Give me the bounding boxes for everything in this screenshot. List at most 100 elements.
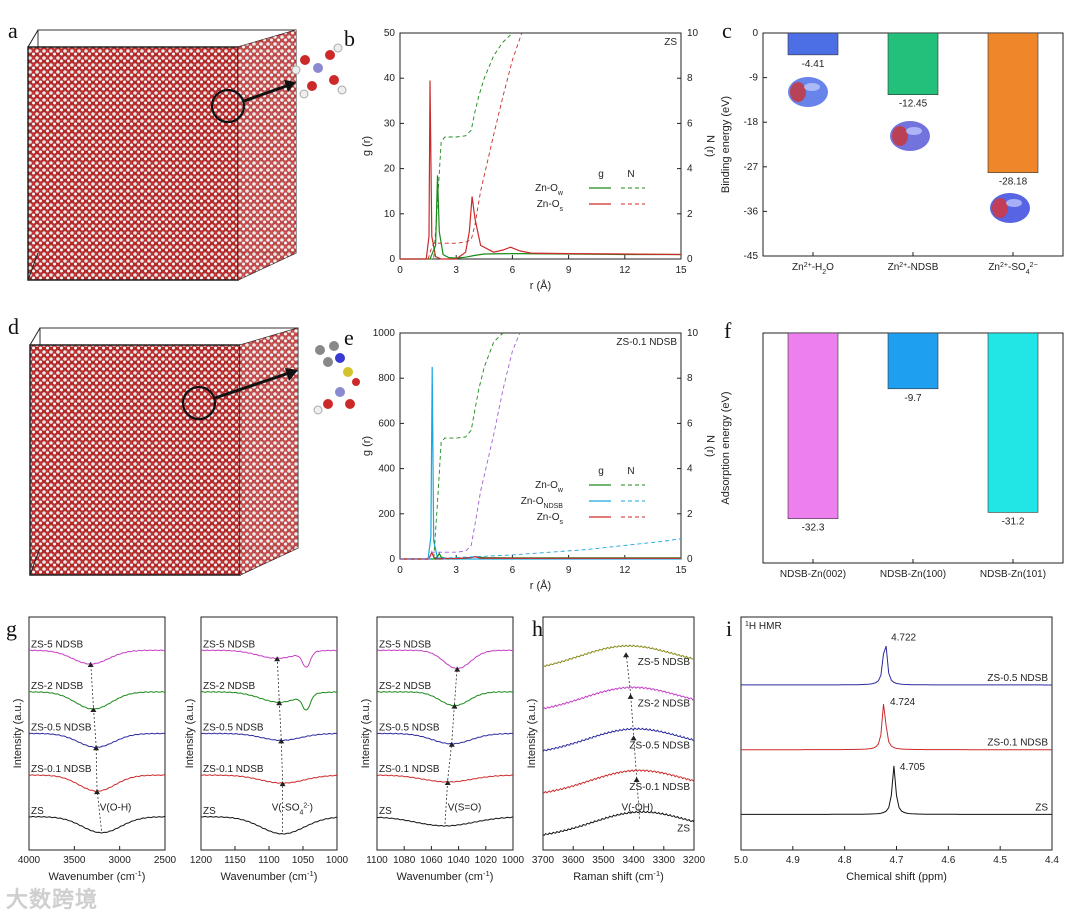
series-label: ZS <box>379 806 392 817</box>
series-label: ZS-0.5 NDSB <box>31 723 92 734</box>
x-tick-label: 4.6 <box>941 855 955 866</box>
x-tick-label: 1200 <box>190 855 213 866</box>
y-tick-label: 600 <box>378 418 395 429</box>
spectrum-line-3 <box>376 691 514 707</box>
peak-shift-arrow <box>94 789 100 795</box>
legend-label-part: s <box>559 519 563 526</box>
y-tick-label: 1000 <box>373 328 396 339</box>
x-tick-label: 1100 <box>258 855 280 866</box>
y-tick-label: 200 <box>378 509 395 520</box>
system-label: ZS-0.1 NDSB <box>616 337 677 348</box>
band-annotation: V(S=O) <box>448 802 482 813</box>
peak-shift-arrow <box>630 735 637 741</box>
panel-label-i: i <box>726 616 732 641</box>
peak-shift-arrow <box>448 741 455 747</box>
peak-shift-arrow <box>633 777 640 783</box>
series-label: ZS-0.1 NDSB <box>379 764 440 775</box>
x-tick-label: 1000 <box>326 855 349 866</box>
x-axis-label: Wavenumber (cm-1) <box>49 869 146 884</box>
spectrum-line-3 <box>542 686 695 710</box>
x-category-label: Zn2+-SO42− <box>988 262 1037 276</box>
series-label: ZS-0.1 NDSB <box>203 764 264 775</box>
series-label: ZS-5 NDSB <box>31 639 84 650</box>
band-annotation: V(-SO42-) <box>272 802 313 816</box>
series-label: ZS-2 NDSB <box>203 681 256 692</box>
bar-value-label: -28.18 <box>999 177 1028 188</box>
peak-shift-arrow <box>87 662 94 668</box>
x-category-label: NDSB-Zn(101) <box>980 569 1046 580</box>
esp-surface-1 <box>890 121 930 151</box>
plot-frame <box>399 332 682 560</box>
legend-head-g: g <box>598 169 604 180</box>
x-category-label-part: O <box>826 262 834 273</box>
y-axis-label: Intensity (a.u.) <box>360 699 372 769</box>
series-label: ZS-5 NDSB <box>203 639 256 650</box>
peak-shift-guide <box>90 661 102 831</box>
x-category-label-part: 2+ <box>899 262 907 269</box>
bar-value-label: -32.3 <box>802 523 825 534</box>
band-annotation-part: ) <box>310 802 313 813</box>
x-category-label-part: -SO <box>1008 262 1026 273</box>
bar-0 <box>787 332 839 520</box>
y2-tick-label: 0 <box>687 554 693 565</box>
legend-label-part: NDSB <box>544 503 564 510</box>
spectrum-line-2 <box>542 727 695 752</box>
x-axis-label: Chemical shift (ppm) <box>846 871 947 883</box>
y-tick-label: 50 <box>384 28 396 39</box>
x-axis-label-part: -1 <box>307 869 314 878</box>
legend-label-part: w <box>557 190 564 197</box>
peak-shift-arrow <box>276 700 283 706</box>
x-tick-label: 1100 <box>366 855 388 866</box>
x-category-label-part: 4 <box>1026 269 1030 276</box>
peak-shift-arrow <box>278 738 285 744</box>
peak-shift-arrow <box>623 652 630 658</box>
x-axis-label-part: -1 <box>483 869 490 878</box>
spectrum-line-4 <box>200 649 338 668</box>
x-axis-label: Wavenumber (cm-1) <box>221 869 318 884</box>
bar-2 <box>987 32 1039 173</box>
x-tick-label: 3300 <box>653 855 676 866</box>
spectrum-line-1 <box>542 769 695 794</box>
y-tick-label: 800 <box>378 373 395 384</box>
x-axis-label-part: -1 <box>653 869 660 878</box>
band-annotation: V(O-H) <box>100 802 132 813</box>
esp-surface-highlight <box>906 127 922 135</box>
x-tick-label: 6 <box>510 565 516 576</box>
x-tick-label: 9 <box>566 265 572 276</box>
y2-tick-label: 8 <box>687 373 693 384</box>
y-axis-label: Adsorption energy (eV) <box>720 391 732 504</box>
panel-label-e: e <box>344 325 354 350</box>
x-category-label-part: Zn <box>988 262 1000 273</box>
x-tick-label: 15 <box>675 565 687 576</box>
y-tick-label: 10 <box>384 209 396 220</box>
bar-1 <box>887 32 939 95</box>
x-tick-label: 4.5 <box>993 855 1007 866</box>
y2-tick-label: 2 <box>687 509 693 520</box>
y-tick-label: 20 <box>384 164 396 175</box>
bar-value-label: -31.2 <box>1002 516 1025 527</box>
y2-tick-label: 6 <box>687 118 693 129</box>
series-line-3 <box>400 32 523 260</box>
x-category-label: NDSB-Zn(100) <box>880 569 946 580</box>
x-tick-label: 12 <box>619 565 631 576</box>
series-label: ZS-0.5 NDSB <box>987 673 1048 684</box>
legend-label-part: Zn-O <box>535 480 558 491</box>
peak-shift-arrow <box>444 779 451 785</box>
x-tick-label: 4.7 <box>890 855 904 866</box>
x-tick-label: 4.4 <box>1045 855 1059 866</box>
series-label: ZS <box>31 806 44 817</box>
x-tick-label: 1020 <box>475 855 498 866</box>
solvation-cluster-d <box>313 341 360 415</box>
panel-label-h: h <box>532 616 543 641</box>
spectrum-line-0 <box>542 810 695 836</box>
nucleus-label-part: H HMR <box>749 621 782 632</box>
solvation-cluster-a <box>291 43 347 99</box>
zoom-circle-d <box>181 385 217 421</box>
panel-label-g: g <box>6 616 17 641</box>
y-tick-label: -45 <box>744 251 759 262</box>
x-tick-label: 3200 <box>683 855 706 866</box>
legend-label: Zn-Ow <box>535 183 564 197</box>
x-axis-label-part: Wavenumber (cm <box>221 871 307 883</box>
series-line-1 <box>400 80 682 260</box>
